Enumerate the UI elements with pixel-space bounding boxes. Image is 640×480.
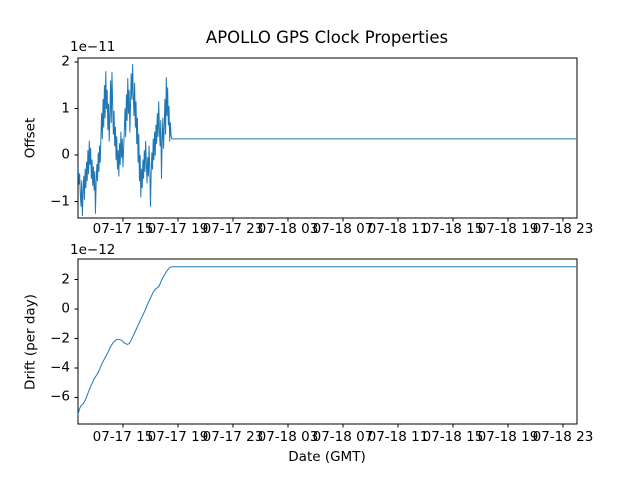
drift-subplot	[74, 258, 578, 428]
drift-xtick-label: 07-18 15	[422, 429, 484, 445]
drift-xtick-label: 07-17 23	[202, 429, 264, 445]
offset-ytick-label: −1	[50, 193, 70, 210]
clock-offset-series-line	[77, 64, 578, 217]
x-axis-label: Date (GMT)	[288, 449, 366, 465]
drift-ytick-label: 2	[61, 271, 70, 288]
drift-ytick-label: −6	[50, 389, 70, 406]
offset-subplot	[74, 57, 578, 222]
drift-axis-exponent: 1e−12	[70, 242, 116, 258]
drift-xtick-label: 07-18 03	[257, 429, 319, 445]
offset-plot-frame	[77, 57, 578, 219]
chart-title: APOLLO GPS Clock Properties	[205, 28, 449, 47]
drift-plot-frame	[77, 258, 578, 425]
offset-axis-exponent: 1e−11	[70, 39, 116, 55]
drift-xtick-label: 07-17 19	[147, 429, 209, 445]
drift-ytick-label: −2	[50, 330, 70, 347]
offset-xtick-label: 07-18 15	[422, 221, 484, 237]
offset-xtick-label: 07-18 03	[257, 221, 319, 237]
drift-ytick-label: 0	[61, 300, 70, 317]
offset-xtick-label: 07-17 23	[202, 221, 264, 237]
drift-ytick-label: −4	[50, 359, 70, 376]
offset-xtick-label: 07-17 19	[147, 221, 209, 237]
clock-drift-series-line	[77, 266, 578, 415]
offset-xtick-label: 07-18 11	[367, 221, 429, 237]
drift-xtick-label: 07-17 15	[92, 429, 154, 445]
offset-xtick-label: 07-18 23	[532, 221, 594, 237]
offset-ytick-label: 2	[61, 53, 70, 70]
drift-xtick-label: 07-18 07	[312, 429, 374, 445]
offset-ytick-label: 0	[61, 146, 70, 163]
offset-xtick-label: 07-17 15	[92, 221, 154, 237]
drift-xtick-label: 07-18 19	[477, 429, 539, 445]
drift-xtick-label: 07-18 23	[532, 429, 594, 445]
offset-xtick-label: 07-18 07	[312, 221, 374, 237]
offset-ytick-label: 1	[61, 100, 70, 117]
drift-xtick-label: 07-18 11	[367, 429, 429, 445]
offset-xtick-label: 07-18 19	[477, 221, 539, 237]
